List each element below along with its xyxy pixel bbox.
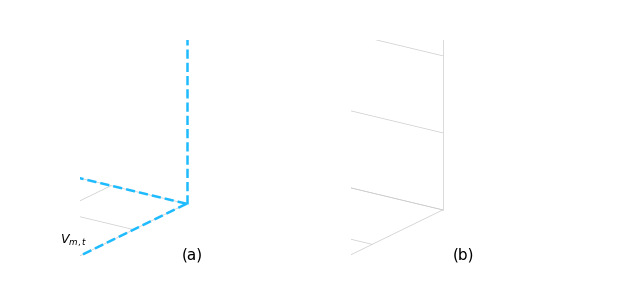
Text: $\tilde{a}_{l,m,t}^\top p = \tilde{b}_{l,m,t}$: $\tilde{a}_{l,m,t}^\top p = \tilde{b}_{l… (0, 301, 1, 302)
Text: (b): (b) (452, 248, 474, 263)
Text: (a): (a) (182, 248, 204, 263)
Polygon shape (13, 0, 308, 213)
Polygon shape (13, 0, 228, 265)
Polygon shape (228, 18, 308, 265)
Polygon shape (13, 0, 308, 24)
Text: $V_{m,t}$: $V_{m,t}$ (60, 232, 87, 249)
Text: $a_{l,n}^\top p = b_{l,n}$: $a_{l,n}^\top p = b_{l,n}$ (0, 301, 1, 302)
Polygon shape (13, 24, 308, 265)
